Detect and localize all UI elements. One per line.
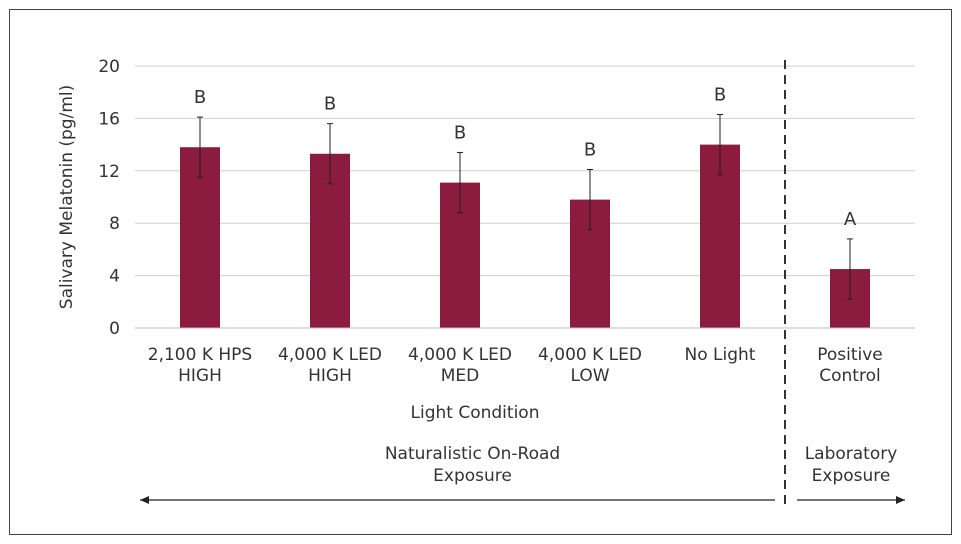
arrow-head-right (896, 496, 905, 504)
significance-label: B (584, 139, 596, 160)
category-label: No Light (685, 345, 756, 365)
y-tick-label: 4 (109, 267, 120, 287)
figure-frame (9, 9, 952, 535)
significance-label: B (714, 84, 726, 105)
significance-label: B (324, 94, 336, 115)
category-label: 4,000 K LED (278, 345, 382, 365)
bars (180, 144, 870, 328)
y-tick-label: 20 (98, 57, 120, 77)
group-label: Exposure (812, 466, 891, 486)
group-label: Exposure (433, 466, 512, 486)
category-label: Positive (817, 345, 883, 365)
significance-label: B (454, 122, 466, 143)
y-tick-labels: 0 4 8 12 16 20 (98, 57, 120, 339)
x-axis-title: Light Condition (411, 403, 540, 423)
gridlines (135, 65, 915, 277)
category-label: MED (441, 366, 480, 386)
y-tick-label: 0 (109, 319, 120, 339)
y-tick-label: 16 (98, 109, 120, 129)
y-tick-label: 12 (98, 162, 120, 182)
group-arrows (140, 496, 905, 504)
category-label: 4,000 K LED (538, 345, 642, 365)
category-label: HIGH (178, 366, 222, 386)
y-tick-label: 8 (109, 214, 120, 234)
y-axis-title: Salivary Melatonin (pg/ml) (57, 85, 77, 309)
significance-label: B (194, 87, 206, 108)
significance-labels: B B B B B A (194, 84, 857, 229)
significance-label: A (844, 209, 857, 230)
category-label: HIGH (308, 366, 352, 386)
arrow-head-left (140, 496, 149, 504)
error-bars (197, 113, 853, 300)
group-label: Laboratory (805, 444, 898, 464)
category-label: LOW (570, 366, 609, 386)
category-label: Control (819, 366, 880, 386)
group-labels: Naturalistic On-RoadExposureLaboratoryEx… (385, 444, 897, 486)
group-label: Naturalistic On-Road (385, 444, 560, 464)
category-label: 4,000 K LED (408, 345, 512, 365)
category-label: 2,100 K HPS (148, 345, 252, 365)
